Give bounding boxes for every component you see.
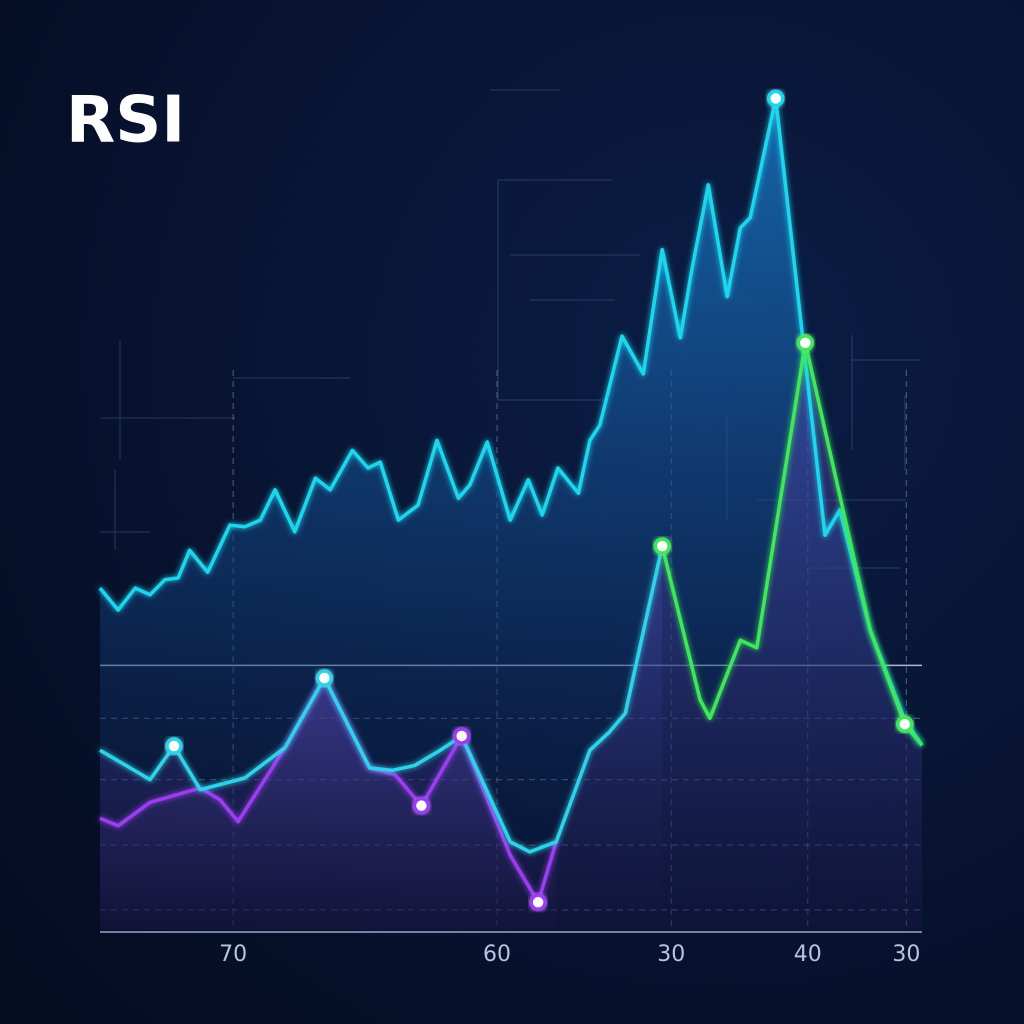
lines bbox=[98, 96, 924, 905]
markers bbox=[165, 89, 914, 912]
point-marker bbox=[165, 737, 183, 755]
x-tick-label: 40 bbox=[794, 942, 822, 967]
point-marker bbox=[653, 537, 671, 555]
point-marker bbox=[315, 669, 334, 687]
x-tick-label: 30 bbox=[657, 942, 685, 967]
point-marker bbox=[766, 89, 785, 108]
area bbox=[100, 546, 663, 930]
point-marker bbox=[452, 727, 471, 745]
point-marker bbox=[895, 715, 914, 733]
series-line bbox=[99, 545, 664, 854]
series-line bbox=[660, 341, 924, 747]
chart-title: RSI bbox=[66, 84, 185, 158]
areas bbox=[100, 98, 922, 930]
x-tick-label: 30 bbox=[892, 942, 920, 967]
point-marker bbox=[529, 893, 547, 912]
point-marker bbox=[796, 334, 815, 352]
point-marker bbox=[412, 796, 431, 815]
area bbox=[662, 342, 922, 930]
x-tick-label: 70 bbox=[219, 942, 247, 967]
x-axis: 70 60 30 40 30 bbox=[100, 931, 922, 967]
x-tick-label: 60 bbox=[483, 942, 511, 967]
series-line bbox=[98, 96, 924, 747]
